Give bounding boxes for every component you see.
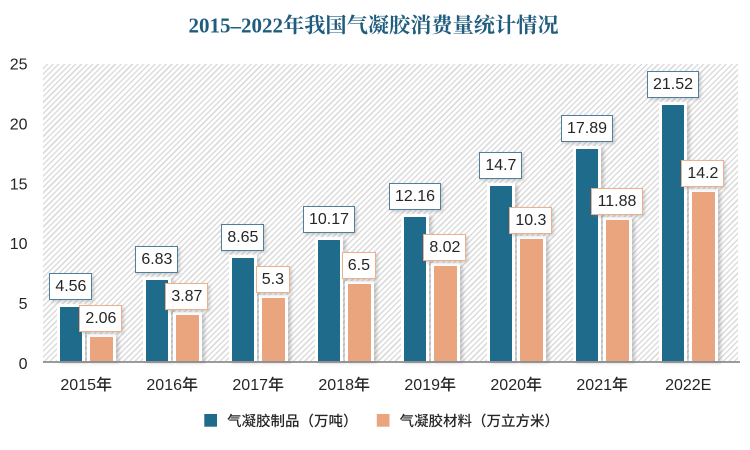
svg-text:20: 20: [10, 117, 28, 134]
svg-text:2019: 2019: [404, 377, 440, 394]
svg-text:2022E: 2022E: [665, 377, 711, 394]
svg-text:15: 15: [10, 176, 28, 193]
svg-text:2021: 2021: [576, 377, 612, 394]
svg-text:25: 25: [10, 57, 28, 74]
svg-text:5: 5: [19, 296, 28, 313]
svg-text:2015: 2015: [60, 377, 96, 394]
svg-text:2016: 2016: [146, 377, 182, 394]
svg-text:2020: 2020: [490, 377, 526, 394]
svg-text:2018: 2018: [318, 377, 354, 394]
svg-text:0: 0: [19, 356, 28, 373]
svg-text:2015–2022: 2015–2022: [189, 14, 284, 38]
svg-text:10: 10: [10, 236, 28, 253]
svg-text:2017: 2017: [232, 377, 268, 394]
